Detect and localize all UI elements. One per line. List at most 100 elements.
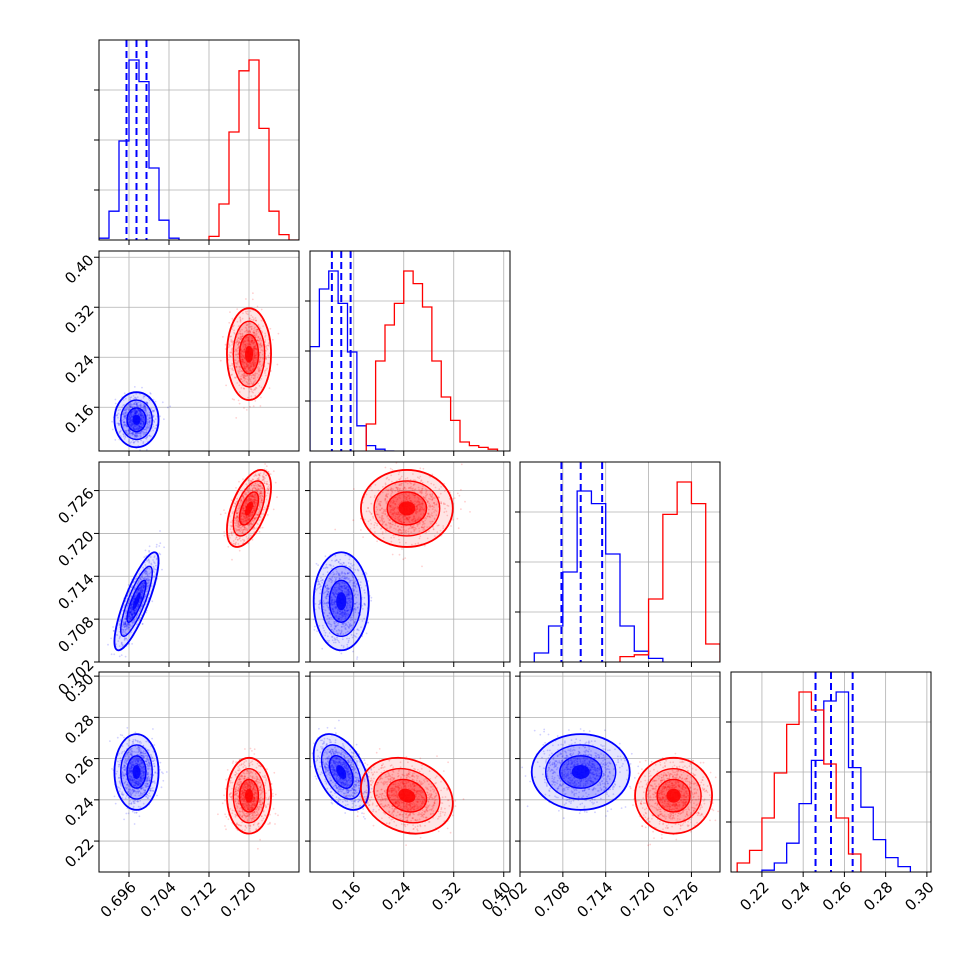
red-sample-point [244,344,247,346]
blue-sample-point [123,409,126,411]
red-sample-point [256,328,259,331]
blue-sample-point [120,641,123,644]
blue-sample-point [145,436,148,439]
blue-sample-point [140,583,143,586]
red-sample-point [252,374,255,376]
blue-sample-point [125,408,128,411]
red-sample-point [246,366,249,368]
red-sample-point [252,507,255,510]
red-sample-point [399,518,402,520]
red-sample-point [249,378,252,381]
blue-sample-point [136,432,139,435]
blue-sample-point [133,598,135,601]
red-sample-point [236,363,239,365]
red-sample-point [253,350,256,352]
red-sample-point [246,489,249,491]
blue-sample-point [142,586,145,588]
blue-sample-point [349,606,351,609]
blue-sample-point [116,413,119,416]
blue-sample-point [125,407,128,410]
red-sample-point [248,514,251,517]
red-sample-point [243,526,246,529]
red-sample-point [255,516,258,519]
red-sample-point [433,502,436,504]
red-sample-point [252,349,255,351]
blue-sample-point [148,413,151,416]
red-sample-point [241,512,244,514]
red-sample-point [232,511,235,513]
blue-sample-point [143,408,146,411]
red-sample-point [248,518,251,521]
blue-sample-point [141,591,144,594]
blue-sample-point [331,601,334,604]
red-sample-point [242,344,245,346]
red-sample-point [238,537,241,540]
blue-sample-point [336,582,339,584]
blue-sample-point [133,442,135,444]
blue-sample-point [346,592,349,595]
blue-sample-point [141,590,144,592]
red-sample-point [236,515,238,518]
blue-sample-point [328,612,331,614]
red-sample-point [248,329,251,332]
blue-sample-point [117,422,120,425]
red-sample-point [250,366,253,368]
blue-sample-point [137,432,140,434]
blue-sample-point [350,567,352,570]
blue-sample-point [136,403,139,406]
red-sample-point [258,361,261,364]
blue-sample-point [140,403,142,405]
blue-sample-point [318,606,320,609]
red-sample-point [264,334,267,337]
blue-sample-point [133,621,136,624]
blue-sample-point [333,606,336,609]
red-sample-point [248,390,251,393]
red-sample-point [258,358,261,360]
blue-sample-point [352,585,355,588]
blue-sample-point [130,586,133,589]
blue-sample-point [125,431,127,433]
red-sample-point [250,325,252,328]
red-sample-point [245,329,248,332]
blue-sample-point [326,601,329,603]
red-sample-point [260,349,263,351]
blue-sample-point [167,406,169,409]
red-sample-point [249,522,252,524]
blue-sample-point [326,584,329,587]
blue-sample-point [348,591,351,594]
blue-sample-point [136,410,138,412]
blue-sample-point [138,586,141,589]
red-sample-point [240,369,243,372]
red-sample-point [239,377,242,380]
red-sample-point [241,525,244,527]
blue-sample-point [130,613,133,615]
red-sample-point [263,506,266,509]
blue-sample-point [353,621,356,624]
red-sample-point [253,364,256,367]
blue-sample-point [128,609,131,611]
blue-sample-point [130,406,132,408]
blue-sample-point [132,599,134,602]
red-sample-point [409,499,411,502]
red-sample-point [245,378,247,380]
red-sample-point [259,492,262,495]
red-sample-point [398,490,400,493]
blue-sample-point [133,412,136,415]
blue-sample-point [140,596,143,598]
blue-sample-point [357,569,360,572]
red-sample-point [258,491,261,493]
blue-sample-point [130,608,133,610]
blue-sample-point [140,435,143,437]
blue-sample-point [122,629,125,631]
red-sample-point [229,355,232,358]
red-sample-point [258,499,261,502]
red-sample-point [258,385,261,387]
red-sample-point [243,526,246,529]
blue-sample-point [142,395,145,397]
red-sample-point [249,365,252,368]
red-sample-point [243,366,246,369]
blue-sample-point [131,613,133,615]
blue-sample-point [316,630,318,632]
red-sample-point [400,532,403,535]
blue-sample-point [338,591,340,594]
